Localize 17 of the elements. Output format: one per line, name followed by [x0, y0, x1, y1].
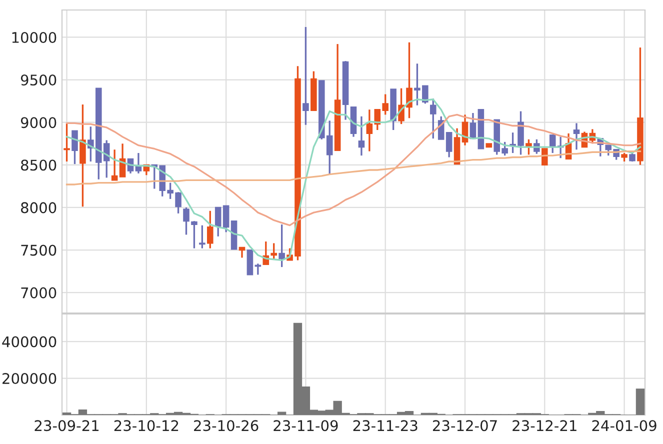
x-tick-label: 23-11-23 [353, 420, 418, 432]
x-tick-label: 23-09-21 [34, 420, 99, 432]
y-tick-label: 7000 [21, 287, 56, 298]
y-tick-label: 400000 [2, 336, 56, 348]
y-tick-label: 200000 [2, 372, 56, 384]
x-tick-label: 23-11-09 [274, 420, 338, 432]
y-tick-label: 9500 [20, 74, 56, 86]
y-tick-label: 8500 [21, 160, 56, 171]
x-tick-label: 23-12-21 [512, 420, 576, 432]
y-tick-label: 9000 [20, 117, 56, 128]
x-tick-label: 23-12-07 [432, 420, 497, 432]
y-tick-label: 8000 [21, 202, 56, 214]
y-tick-label: 7500 [21, 244, 56, 256]
y-tick-label: 10000 [12, 32, 56, 43]
x-tick-label: 24-01-09 [592, 420, 656, 432]
x-tick-label: 23-10-12 [114, 420, 178, 432]
x-tick-label: 23-10-26 [194, 420, 258, 432]
